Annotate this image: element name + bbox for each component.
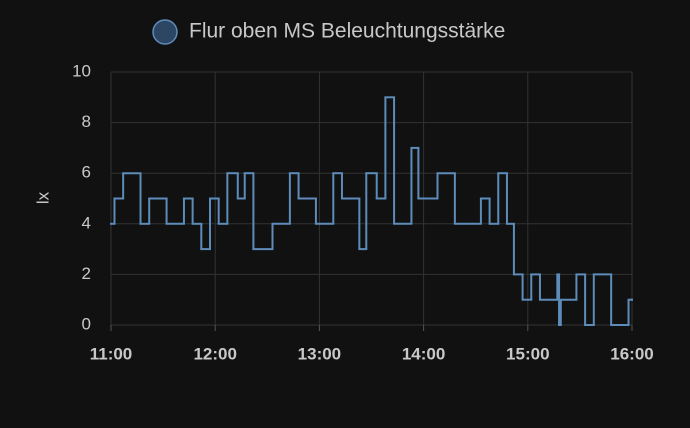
y-tick-label: 0: [82, 314, 91, 333]
x-tick-label: 16:00: [610, 344, 653, 363]
x-tick-label: 13:00: [298, 344, 341, 363]
x-tick-label: 14:00: [402, 344, 445, 363]
x-tick-label: 12:00: [193, 344, 236, 363]
y-tick-label: 8: [82, 112, 91, 131]
legend-label[interactable]: Flur oben MS Beleuchtungsstärke: [189, 20, 505, 43]
y-tick-label: 10: [72, 61, 91, 80]
x-tick-label: 15:00: [506, 344, 549, 363]
y-tick-label: 2: [82, 264, 91, 283]
x-tick-label: 11:00: [90, 344, 133, 363]
y-tick-label: 6: [82, 163, 91, 182]
y-axis-label: lx: [33, 191, 52, 204]
legend-marker[interactable]: [152, 19, 178, 45]
y-tick-label: 4: [82, 213, 91, 232]
